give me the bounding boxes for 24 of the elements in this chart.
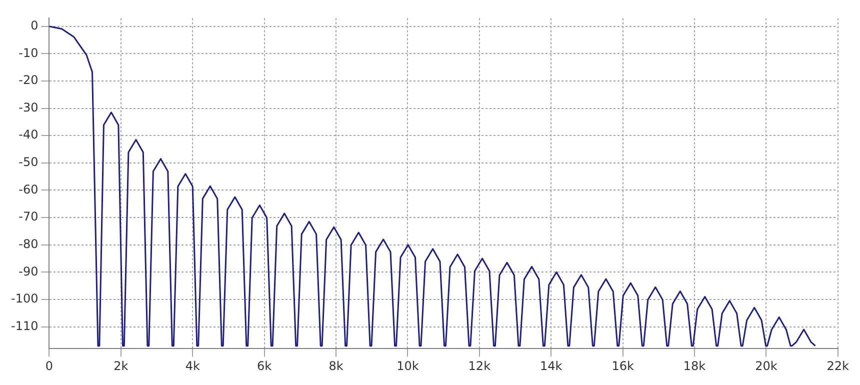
x-tick-label: 20k <box>755 358 778 373</box>
y-tick-label: -20 <box>18 73 38 88</box>
y-tick-label: 0 <box>30 18 38 33</box>
y-tick-label: -80 <box>18 236 38 251</box>
y-tick-label: -30 <box>18 100 38 114</box>
x-tick-label: 16k <box>612 358 634 373</box>
x-tick-label: 8k <box>328 358 344 373</box>
y-tick-label: -50 <box>18 155 38 170</box>
y-tick-label: -60 <box>18 182 38 196</box>
y-tick-label: -70 <box>18 210 38 224</box>
y-tick-label: -10 <box>18 46 38 60</box>
x-tick-label: 10k <box>396 358 419 373</box>
y-tick-label: -100 <box>11 292 38 306</box>
y-tick-label: -90 <box>18 264 38 278</box>
x-tick-label: 4k <box>185 358 200 373</box>
y-tick-label: -110 <box>11 318 38 333</box>
x-tick-label: 6k <box>257 358 272 373</box>
x-tick-label: 12k <box>468 358 491 373</box>
x-tick-label: 0 <box>45 358 54 373</box>
x-tick-label: 2k <box>114 358 128 373</box>
x-tick-label: 22k <box>826 358 850 373</box>
y-tick-label: -40 <box>18 128 38 142</box>
x-tick-label: 14k <box>540 358 562 373</box>
x-tick-label: 18k <box>683 358 706 373</box>
